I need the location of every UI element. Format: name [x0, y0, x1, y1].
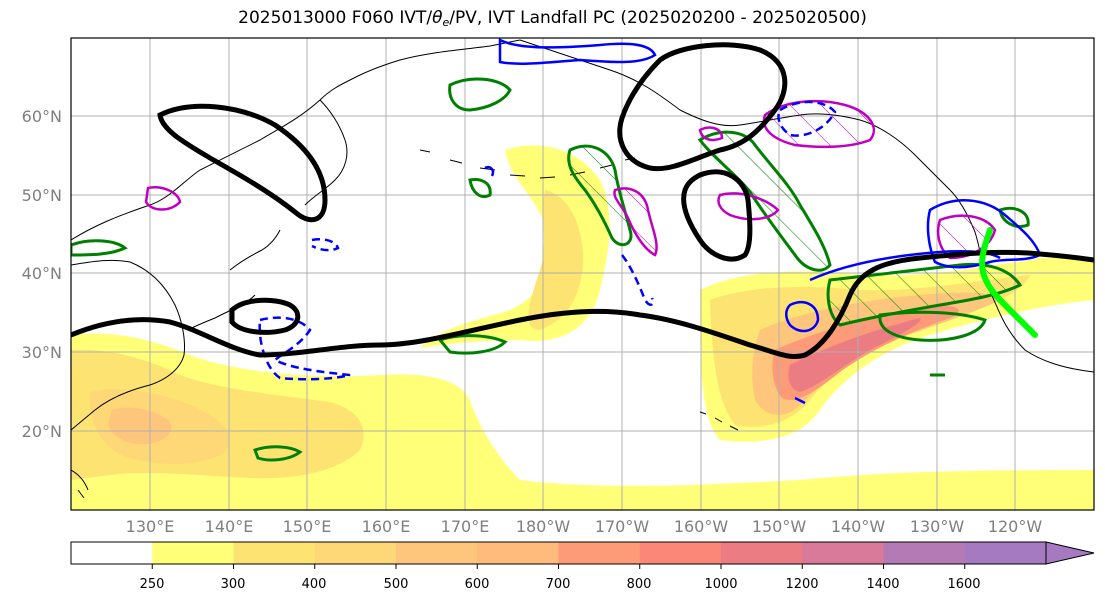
ivt-region-west-4	[108, 407, 172, 445]
blue-contour-river-south	[785, 301, 820, 333]
colorbar-swatches	[71, 542, 1047, 564]
colorbar-labels: 250 300 400 500 600 700 800 1000 1200 14…	[140, 577, 981, 592]
pv-contour-asia-loop	[157, 103, 328, 223]
green-contour-ak-2	[567, 144, 633, 247]
coastline-kamchatka	[304, 99, 348, 206]
coastline-hawaii	[699, 411, 739, 431]
blue-contour-small	[484, 165, 806, 405]
green-contour-west-2	[253, 445, 303, 462]
title-theta-sub: e	[442, 16, 450, 29]
lon-label-140w: 140°W	[831, 517, 886, 536]
lat-label-60: 60°N	[22, 107, 62, 126]
colorbar-extend-arrow	[1045, 541, 1095, 565]
cb-label-400: 400	[302, 577, 327, 592]
green-contour-east-blob	[878, 310, 987, 342]
cb-label-700: 700	[546, 577, 571, 592]
theta-e-magenta-contours	[144, 99, 997, 260]
cb-label-500: 500	[384, 577, 409, 592]
colorbar-swatch	[396, 542, 478, 564]
magenta-contour-small	[698, 126, 724, 142]
colorbar-ticks	[151, 564, 966, 569]
green-contour-west-1	[71, 239, 128, 257]
cb-label-1400: 1400	[866, 577, 899, 592]
lon-label-150e: 150°E	[283, 517, 332, 536]
cb-label-300: 300	[221, 577, 246, 592]
green-contour-ak-1	[448, 77, 512, 112]
pv-contour-main	[71, 249, 1094, 360]
lon-label-140e: 140°E	[205, 517, 254, 536]
magenta-contour-asia	[144, 186, 182, 211]
blue-contours	[258, 38, 1042, 405]
colorbar-swatch	[802, 542, 884, 564]
lon-label-130e: 130°E	[126, 517, 175, 536]
map-frame	[70, 37, 1095, 511]
pv-contour-small-loop	[229, 297, 301, 335]
lat-label-30: 30°N	[22, 343, 62, 362]
magenta-contour-goa	[613, 187, 658, 257]
lat-labels: 60°N 50°N 40°N 30°N 20°N	[22, 107, 62, 441]
colorbar-swatch	[477, 542, 559, 564]
coastline-alaska	[519, 39, 951, 191]
lat-label-20: 20°N	[22, 422, 62, 441]
green-contour-ne	[998, 206, 1030, 228]
cb-label-600: 600	[465, 577, 490, 592]
colorbar-swatch	[558, 542, 641, 564]
map-content	[71, 38, 1094, 510]
title-suffix: /PV, IVT Landfall PC (2025020200 - 20250…	[449, 8, 867, 28]
pv-contours	[71, 42, 1094, 360]
blue-dash-west	[258, 316, 351, 381]
cb-label-1600: 1600	[947, 577, 980, 592]
title-prefix: 2025013000 F060 IVT/	[238, 8, 433, 28]
blue-contour-north	[498, 38, 657, 65]
cb-label-1200: 1200	[785, 577, 818, 592]
lon-label-160e: 160°E	[362, 517, 411, 536]
coastline-philippines	[71, 469, 89, 499]
colorbar-swatch	[71, 542, 153, 564]
magenta-contour-pnw	[936, 214, 997, 260]
map-panel: 60°N 50°N 40°N 30°N 20°N 130°E 140°E 150…	[22, 37, 1095, 536]
title-theta: θ	[432, 8, 443, 28]
colorbar-swatch	[964, 542, 1047, 564]
lat-label-50: 50°N	[22, 186, 62, 205]
map-title: 2025013000 F060 IVT/θe/PV, IVT Landfall …	[0, 8, 1105, 29]
blue-dash-ak	[777, 100, 837, 137]
coastline-korea-china	[71, 259, 185, 431]
ivt-landfall-line	[979, 227, 1038, 338]
cb-label-1000: 1000	[704, 577, 737, 592]
pv-contour-alaska-loop	[617, 42, 788, 172]
colorbar: 250 300 400 500 600 700 800 1000 1200 14…	[70, 541, 1095, 592]
lon-label-120w: 120°W	[988, 517, 1043, 536]
colorbar-swatch	[883, 542, 966, 564]
colorbar-swatch	[721, 542, 803, 564]
lon-label-150w: 150°W	[752, 517, 807, 536]
green-contour-se	[468, 178, 945, 377]
lon-label-170w: 170°W	[595, 517, 650, 536]
ivt-plume-mid-2	[528, 190, 584, 330]
colorbar-swatch	[639, 542, 722, 564]
pv-contour-goa-loop	[681, 169, 753, 262]
green-contour-mid	[437, 334, 508, 355]
colorbar-swatch	[233, 542, 316, 564]
lon-label-130w: 130°W	[910, 517, 965, 536]
blue-contour-pnw	[926, 199, 1042, 269]
blue-dash-asia	[311, 238, 340, 252]
lon-label-160w: 160°W	[674, 517, 729, 536]
ivt-river-east-5	[788, 318, 921, 392]
cb-label-250: 250	[140, 577, 165, 592]
lon-label-170e: 170°E	[441, 517, 490, 536]
lon-labels: 130°E 140°E 150°E 160°E 170°E 180°W 170°…	[126, 517, 1043, 536]
cb-label-800: 800	[627, 577, 652, 592]
lat-label-40: 40°N	[22, 264, 62, 283]
colorbar-swatch	[314, 542, 397, 564]
colorbar-swatch	[152, 542, 234, 564]
lon-label-180w: 180°W	[516, 517, 571, 536]
